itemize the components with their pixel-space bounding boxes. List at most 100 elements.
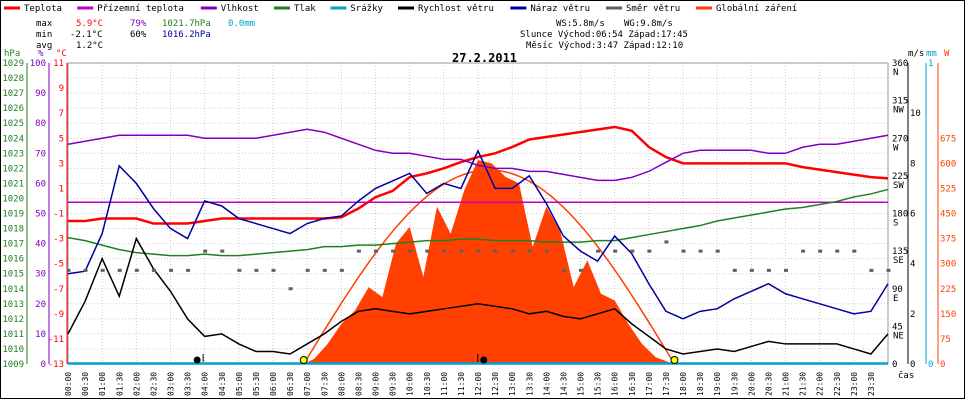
radiation-tick-label: 0 (940, 360, 945, 370)
sunset-marker (670, 356, 679, 364)
x-tick-label: 16:30 (628, 372, 637, 396)
wind-direction-point (561, 268, 566, 272)
moonset-marker (480, 356, 488, 364)
wind-direction-point (83, 268, 88, 272)
wind-direction-point (886, 268, 891, 272)
rain-axis-label: mm (926, 49, 937, 59)
x-tick-label: 22:30 (833, 372, 842, 396)
wind-direction-point (459, 249, 464, 253)
wind-direction-point (271, 268, 276, 272)
wind-direction-point (254, 268, 259, 272)
x-tick-label: 10:30 (423, 372, 432, 396)
x-tick-label: 23:30 (867, 372, 876, 396)
wind-direction-point (613, 249, 618, 253)
radiation-tick-label: 600 (940, 159, 956, 169)
x-tick-label: 03:00 (167, 372, 176, 396)
x-tick-label: 14:00 (542, 372, 551, 396)
direction-tick-label: 135 (892, 247, 908, 257)
pressure-tick-label: 1028 (2, 74, 24, 84)
humidity-tick-label: 70 (35, 149, 46, 159)
wind-direction-point (425, 249, 430, 253)
pressure-tick-label: 1019 (2, 210, 24, 220)
wind-direction-point (408, 249, 413, 253)
x-tick-label: 04:30 (218, 372, 227, 396)
stats-min-humidity: 60% (130, 30, 147, 40)
x-tick-label: 20:00 (747, 372, 756, 396)
temperature-tick-label: -9 (53, 310, 64, 320)
pressure-tick-label: 1011 (2, 330, 24, 340)
temperature-tick-label: -5 (53, 260, 64, 270)
x-tick-label: 02:00 (132, 372, 141, 396)
x-tick-label: 17:00 (645, 372, 654, 396)
temperature-tick-label: 1 (59, 184, 64, 194)
direction-tick-label: NW (893, 106, 904, 116)
humidity-tick-label: 100 (30, 59, 46, 69)
wind-direction-point (391, 249, 396, 253)
x-tick-label: 11:30 (457, 372, 466, 396)
pressure-tick-label: 1013 (2, 300, 24, 310)
sunrise-marker (299, 356, 308, 364)
moonrise-marker (193, 356, 201, 364)
wind-tick-label: 6 (910, 210, 915, 220)
x-tick-label: 11:00 (440, 372, 449, 396)
stats-max-humidity: 79% (130, 19, 147, 29)
wind-direction-point (151, 268, 156, 272)
direction-tick-label: 90 (892, 285, 903, 295)
humidity-tick-label: 30 (35, 270, 46, 280)
humidity-tick-label: 90 (35, 89, 46, 99)
wind-direction-point (305, 268, 310, 272)
wind-direction-point (852, 249, 857, 253)
x-tick-label: 06:00 (269, 372, 278, 396)
info-wind-speed: WS:5.8m/s (556, 19, 605, 29)
wind-direction-point (869, 268, 874, 272)
x-tick-label: 12:30 (491, 372, 500, 396)
legend-label: Vlhkost (221, 4, 259, 14)
pressure-tick-label: 1015 (2, 270, 24, 280)
temperature-tick-label: -3 (53, 235, 64, 245)
wind-direction-point (784, 268, 788, 272)
radiation-axis-label: W (944, 49, 950, 59)
wind-tick-label: 10 (910, 109, 921, 119)
pressure-axis-label: hPa (4, 49, 20, 59)
wind-direction-point (203, 249, 208, 253)
legend-label: Tlak (294, 4, 316, 14)
legend-label: Přízemní teplota (97, 4, 184, 14)
x-tick-label: 01:00 (98, 372, 107, 396)
chart-title: 27.2.2011 (452, 51, 517, 65)
info-wind-gust: WG:9.8m/s (624, 19, 673, 29)
radiation-tick-label: 675 (940, 134, 956, 144)
temperature-tick-label: 3 (59, 159, 64, 169)
legend-label: Náraz větru (530, 4, 590, 14)
wind-direction-point (237, 268, 242, 272)
humidity-tick-label: 60 (35, 179, 46, 189)
pressure-tick-label: 1027 (2, 89, 24, 99)
stats-max-temp: 5.9°C (76, 19, 103, 29)
stats-max-label: max (36, 19, 53, 29)
temperature-tick-label: -1 (53, 210, 64, 220)
wind-direction-point (339, 268, 344, 272)
stats-min-label: min (36, 30, 52, 40)
x-tick-label: 04:00 (201, 372, 210, 396)
radiation-tick-label: 75 (940, 335, 951, 345)
direction-tick-label: 270 (892, 134, 908, 144)
x-tick-label: 19:00 (713, 372, 722, 396)
humidity-tick-label: 10 (35, 330, 46, 340)
humidity-tick-label: 50 (35, 210, 46, 220)
x-tick-label: 07:00 (303, 372, 312, 396)
x-tick-label: 21:30 (799, 372, 808, 396)
x-tick-label: 13:30 (525, 372, 534, 396)
wind-tick-label: 8 (910, 159, 915, 169)
clear-sky-curve (303, 169, 676, 365)
x-tick-label: 15:30 (594, 372, 603, 396)
pressure-tick-label: 1016 (2, 255, 24, 265)
legend-label: Globální záření (716, 4, 797, 14)
wind-direction-point (818, 249, 823, 253)
humidity-axis-label: % (38, 49, 44, 59)
wind-direction-point (749, 268, 754, 272)
x-tick-label: 23:00 (850, 372, 859, 396)
pressure-tick-label: 1010 (2, 345, 24, 355)
stats-avg-temp: 1.2°C (76, 41, 103, 51)
wind-direction-point (647, 249, 652, 253)
x-tick-label: 03:30 (184, 372, 193, 396)
direction-tick-label: 45 (892, 322, 903, 332)
